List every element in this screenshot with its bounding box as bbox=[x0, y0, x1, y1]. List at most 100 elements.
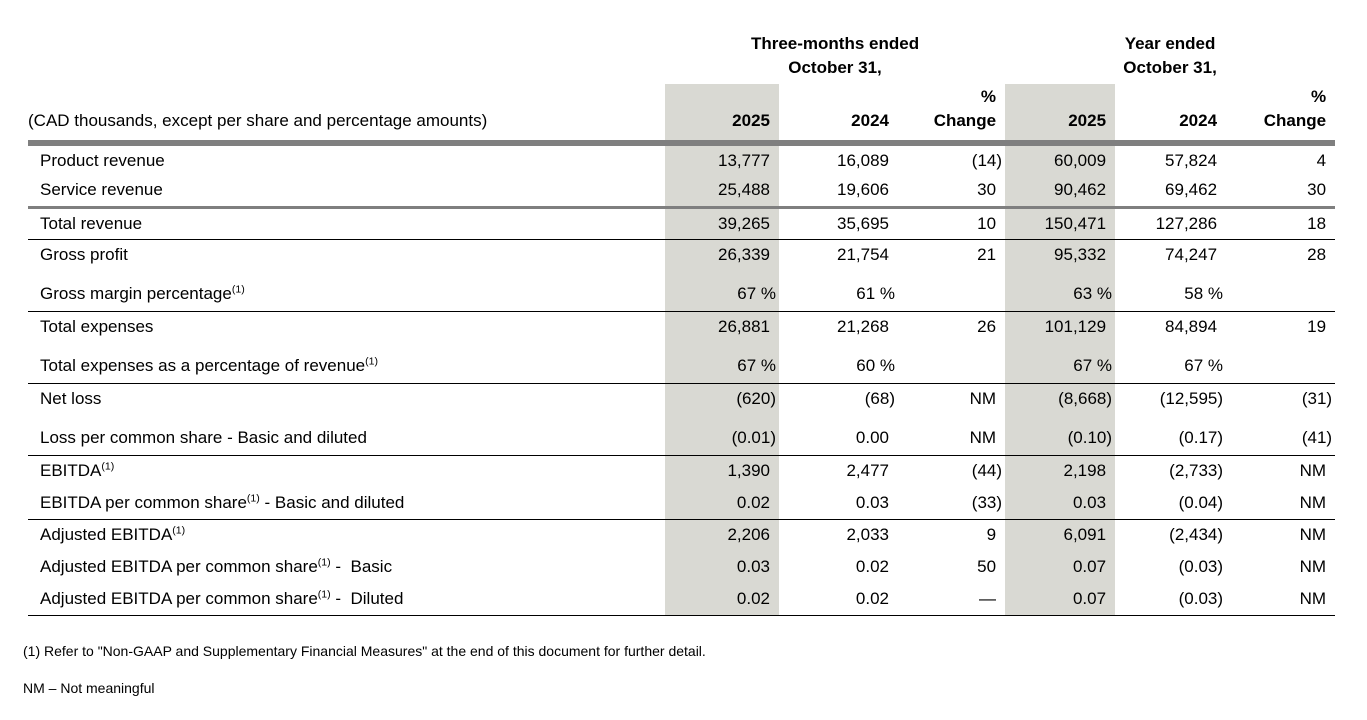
label-text: Total expenses bbox=[40, 317, 154, 337]
table-row-net-loss: Net loss (620) (68) NM (8,668) (12,595) … bbox=[28, 383, 1335, 415]
spacer-cell bbox=[28, 26, 665, 84]
cell-fy2025: 0.07 bbox=[1005, 551, 1116, 583]
row-label: Gross profit bbox=[28, 239, 665, 271]
cell-fy2024: (12,595) bbox=[1159, 389, 1224, 409]
footnote-ref: (1) bbox=[172, 524, 186, 537]
cell-q2024: 2,033 bbox=[846, 525, 889, 545]
cell-fy2024: (0.17) bbox=[1115, 415, 1227, 456]
cell-fy2024: 57,824 bbox=[1165, 150, 1218, 170]
cell-q2025: 0.02 bbox=[665, 487, 779, 520]
table-row-service-revenue: Service revenue 25,488 19,606 30 90,462 … bbox=[28, 175, 1336, 209]
label-text: Gross profit bbox=[40, 245, 128, 265]
cell-fy2025: 2,198 bbox=[1005, 455, 1116, 487]
col-group-year-ended: Year ended October 31, bbox=[1005, 26, 1335, 84]
pct-header-line1: % bbox=[980, 87, 997, 107]
pct-header-line1: % bbox=[1310, 87, 1327, 107]
cell-fy-change: NM bbox=[1299, 557, 1327, 576]
cell-fy2025: 6,091 bbox=[1005, 519, 1116, 551]
cell-q2024: 0.00 bbox=[779, 415, 898, 456]
cell-q2025: 1,390 bbox=[665, 455, 779, 487]
table-row-adjusted-ebitda: Adjusted EBITDA(1) 2,206 2,033 9 6,091 (… bbox=[28, 519, 1335, 551]
group-title-line2: October 31, bbox=[1123, 57, 1217, 77]
cell-fy-change: (41) bbox=[1226, 415, 1336, 456]
label-text: Adjusted EBITDA per common share bbox=[40, 557, 318, 576]
label-text: Adjusted EBITDA bbox=[40, 525, 173, 545]
cell-q2025: 67 % bbox=[665, 271, 779, 312]
table-row-gross-margin-percentage: Gross margin percentage(1) 67 % 61 % 63 … bbox=[28, 271, 1336, 312]
col-group-three-months: Three-months ended October 31, bbox=[665, 26, 1005, 84]
cell-q2024: 21,754 bbox=[837, 245, 889, 265]
row-label: Adjusted EBITDA per common share(1) - Di… bbox=[28, 583, 665, 616]
cell-fy2025: (0.10) bbox=[1005, 415, 1116, 456]
col-header-fy-2025: 2025 bbox=[1005, 84, 1116, 146]
footnote-ref: (1) bbox=[101, 460, 115, 473]
cell-q2024: 2,477 bbox=[846, 461, 889, 481]
footnote-ref: (1) bbox=[365, 354, 378, 367]
footnotes-section: (1) Refer to "Non-GAAP and Supplementary… bbox=[23, 643, 1367, 696]
group-title-line1: Three-months ended bbox=[750, 33, 920, 53]
footnote-ref: (1) bbox=[231, 282, 245, 295]
cell-fy2024: (0.03) bbox=[1115, 583, 1227, 616]
cell-fy-change: 28 bbox=[1307, 245, 1327, 265]
label-text: Adjusted EBITDA per common share bbox=[40, 588, 318, 608]
cell-q-change: 50 bbox=[977, 557, 997, 576]
cell-fy2024: 67 % bbox=[1115, 343, 1227, 384]
row-label: EBITDA(1) bbox=[28, 455, 665, 487]
cell-q2024: 60 % bbox=[779, 343, 898, 384]
cell-fy2025: 150,471 bbox=[1005, 207, 1116, 240]
cell-fy2024: (2,434) bbox=[1169, 525, 1224, 545]
cell-q-change: NM bbox=[898, 415, 1006, 456]
label-text: Loss per common share - Basic and dilute… bbox=[40, 427, 367, 447]
table-row-ebitda: EBITDA(1) 1,390 2,477 (44) 2,198 (2,733)… bbox=[28, 455, 1335, 487]
cell-fy-change: NM bbox=[1226, 487, 1336, 520]
cell-fy2025: 101,129 bbox=[1005, 311, 1116, 343]
table-row-gross-profit: Gross profit 26,339 21,754 21 95,332 74,… bbox=[28, 239, 1335, 271]
col-header-q-pct-change: % Change bbox=[898, 84, 1006, 146]
cell-q-change: 30 bbox=[898, 175, 1006, 209]
row-label: Loss per common share - Basic and dilute… bbox=[28, 415, 665, 456]
cell-fy2025: 0.03 bbox=[1005, 487, 1116, 520]
row-label: Total expenses as a percentage of revenu… bbox=[28, 343, 665, 384]
table-row-total-revenue: Total revenue 39,265 35,695 10 150,471 1… bbox=[28, 207, 1336, 240]
cell-q-change: 10 bbox=[898, 207, 1006, 240]
cell-fy-change: NM bbox=[1299, 461, 1327, 481]
cell-q-change bbox=[898, 271, 1006, 312]
row-label: Service revenue bbox=[28, 175, 665, 209]
cell-fy-change: (31) bbox=[1301, 389, 1333, 409]
row-label: Net loss bbox=[28, 383, 665, 415]
cell-fy2025: 60,009 bbox=[1005, 143, 1116, 175]
cell-fy2025: 67 % bbox=[1005, 343, 1116, 384]
row-label: Adjusted EBITDA per common share(1) - Ba… bbox=[28, 551, 665, 583]
table-caption: (CAD thousands, except per share and per… bbox=[28, 84, 665, 146]
cell-q2024: 35,695 bbox=[779, 207, 898, 240]
cell-q-change: 26 bbox=[977, 317, 997, 337]
label-suffix: - Basic and diluted bbox=[259, 492, 405, 512]
label-suffix: - Diluted bbox=[330, 588, 404, 608]
table-row-adjusted-ebitda-per-share-diluted: Adjusted EBITDA per common share(1) - Di… bbox=[28, 583, 1336, 616]
cell-q-change bbox=[898, 343, 1006, 384]
label-text: Gross margin percentage bbox=[40, 283, 232, 303]
financial-summary-table: Three-months ended October 31, Year ended… bbox=[28, 26, 1336, 616]
cell-fy-change bbox=[1226, 343, 1336, 384]
cell-q2025: 0.02 bbox=[665, 583, 779, 616]
footnote-ref: (1) bbox=[317, 588, 331, 601]
cell-fy2024: (0.04) bbox=[1115, 487, 1227, 520]
cell-q2025: 39,265 bbox=[665, 207, 779, 240]
cell-fy2024: 69,462 bbox=[1115, 175, 1227, 209]
cell-q2024: 0.03 bbox=[779, 487, 898, 520]
footnote-nm-definition: NM – Not meaningful bbox=[23, 679, 155, 696]
cell-fy2024: 84,894 bbox=[1165, 317, 1218, 337]
cell-q-change: — bbox=[898, 583, 1006, 616]
label-suffix: - Basic bbox=[330, 557, 393, 576]
cell-fy2025: 0.07 bbox=[1005, 583, 1116, 616]
column-group-header-row: Three-months ended October 31, Year ended… bbox=[28, 26, 1335, 84]
row-label: EBITDA per common share(1) - Basic and d… bbox=[28, 487, 665, 520]
cell-q2025: 2,206 bbox=[665, 519, 779, 551]
cell-q2025: (620) bbox=[665, 383, 779, 415]
cell-fy2024: (2,733) bbox=[1169, 461, 1224, 481]
cell-fy2025: 95,332 bbox=[1005, 239, 1116, 271]
row-label: Gross margin percentage(1) bbox=[28, 271, 665, 312]
cell-q2025: 26,881 bbox=[665, 311, 779, 343]
cell-q2025: 13,777 bbox=[665, 143, 779, 175]
